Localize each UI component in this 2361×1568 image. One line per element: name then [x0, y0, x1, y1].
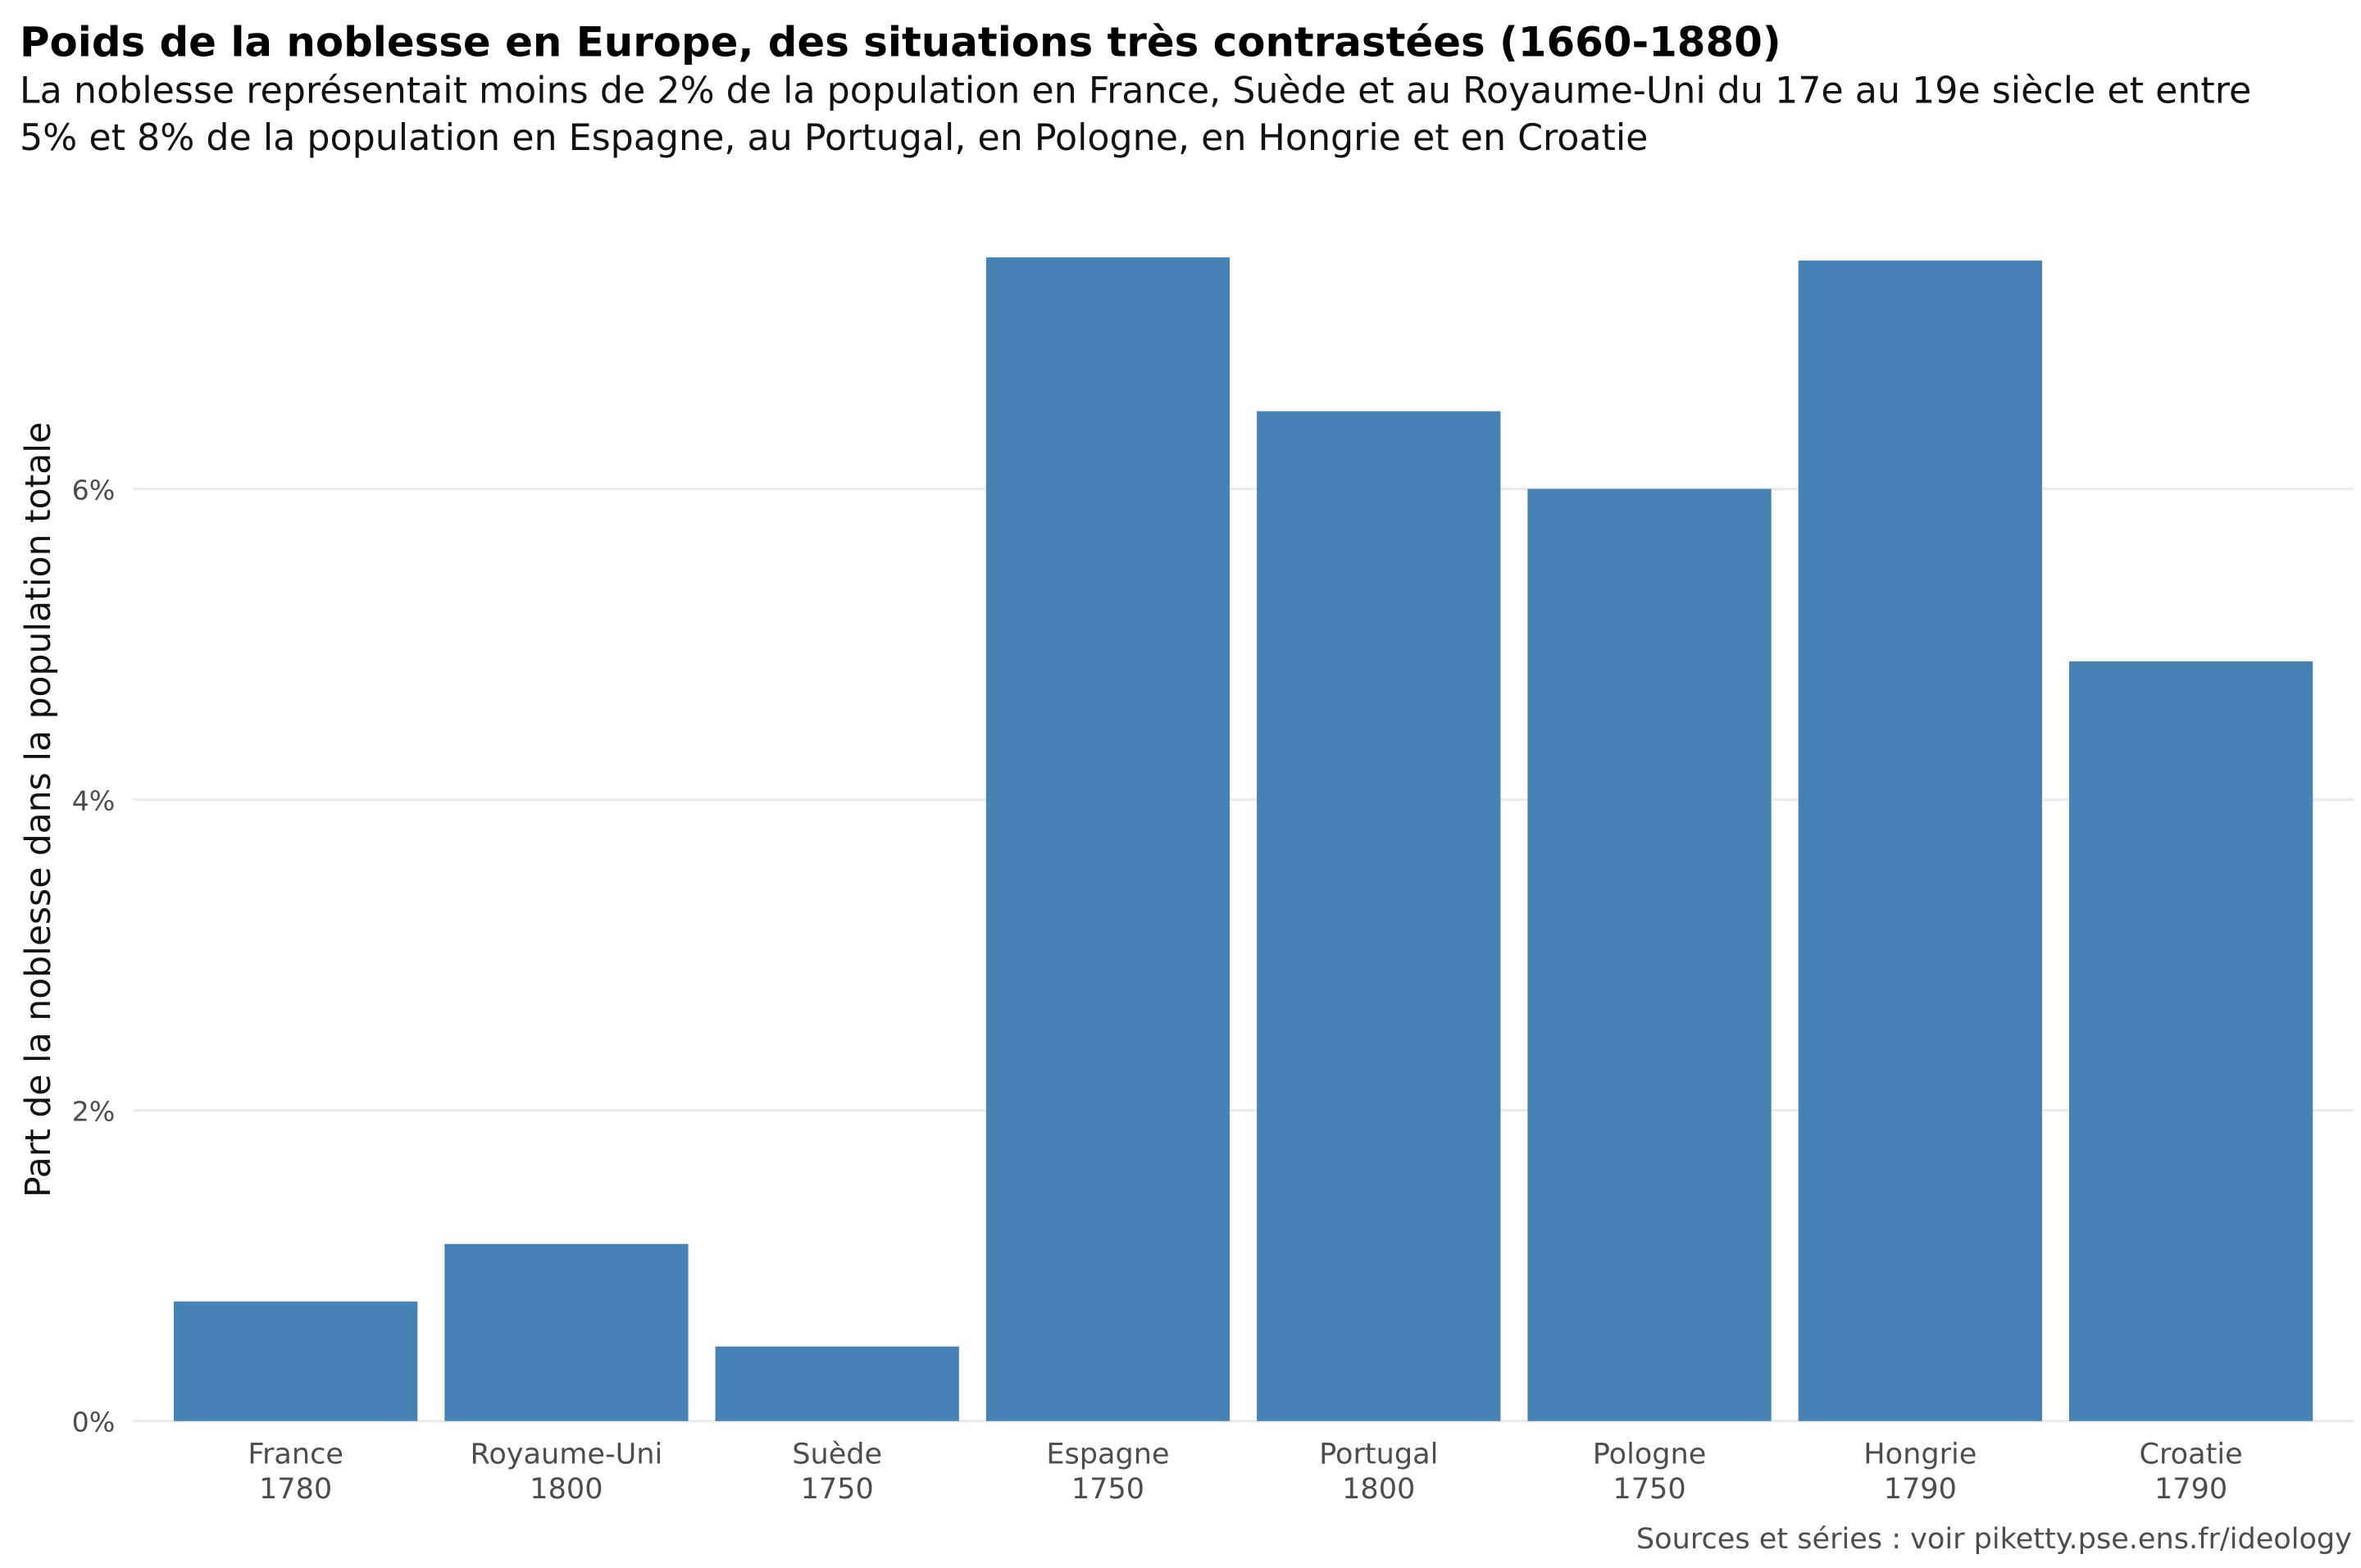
y-tick-label: 6%	[72, 474, 116, 506]
x-tick-country: Pologne	[1593, 1437, 1707, 1470]
x-tick-year: 1800	[530, 1472, 603, 1506]
x-tick-country: Hongrie	[1863, 1437, 1977, 1470]
x-tick-country: Suède	[792, 1437, 882, 1470]
bar-espagne	[985, 257, 1231, 1421]
chart-subtitle-line-1: La noblesse représentait moins de 2% de …	[20, 70, 2251, 112]
x-tick-country: Portugal	[1319, 1437, 1438, 1470]
x-tick-year: 1780	[259, 1472, 332, 1506]
y-axis-ticks: 0% 2% 4% 6%	[72, 474, 116, 1438]
y-axis-label: Part de la noblesse dans la population t…	[19, 422, 59, 1198]
x-axis-ticks: France1780Royaume-Uni1800Suède1750Espagn…	[248, 1437, 2242, 1505]
bar-france	[174, 1301, 418, 1421]
bar-portugal	[1257, 411, 1501, 1421]
x-tick-year: 1750	[1071, 1472, 1144, 1506]
bar-suède	[715, 1346, 959, 1421]
bar-hongrie	[1798, 260, 2042, 1421]
y-tick-label: 2%	[72, 1096, 116, 1128]
x-tick-year: 1800	[1342, 1472, 1415, 1506]
x-tick-year: 1750	[801, 1472, 874, 1506]
bar-pologne	[1527, 489, 1772, 1421]
x-tick-country: France	[248, 1437, 343, 1470]
bar-royaume-uni	[444, 1243, 689, 1421]
x-tick-year: 1790	[2154, 1472, 2227, 1506]
x-tick-year: 1790	[1884, 1472, 1957, 1506]
x-tick-country: Croatie	[2140, 1437, 2243, 1470]
chart-subtitle-line-2: 5% et 8% de la population en Espagne, au…	[20, 117, 1648, 159]
y-tick-label: 0%	[72, 1407, 116, 1438]
y-tick-label: 4%	[72, 784, 116, 816]
bars	[174, 257, 2313, 1421]
chart-title: Poids de la noblesse en Europe, des situ…	[20, 19, 1781, 66]
bar-croatie	[2068, 661, 2313, 1421]
x-tick-country: Royaume-Uni	[471, 1437, 663, 1470]
chart-caption: Sources et séries : voir piketty.pse.ens…	[1636, 1522, 2352, 1556]
x-tick-country: Espagne	[1046, 1437, 1169, 1470]
x-tick-year: 1750	[1613, 1472, 1685, 1506]
